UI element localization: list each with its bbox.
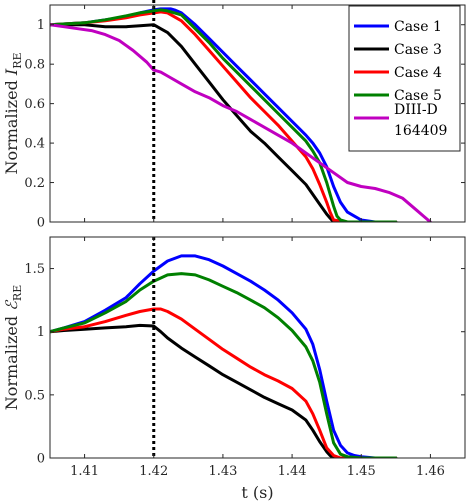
- legend-label: 164409: [394, 123, 447, 139]
- y-tick-label: 0.6: [24, 97, 45, 112]
- series-line-case-1: [50, 254, 398, 458]
- legend-label: Case 1: [394, 19, 442, 35]
- y-tick-label: 0: [37, 216, 45, 231]
- y-tick-label: 0.5: [24, 388, 45, 403]
- y-axis-label-symbol: ℰ: [2, 299, 21, 311]
- series-line-case-1: [50, 7, 398, 222]
- y-axis-label-text: Normalized: [2, 311, 21, 410]
- x-tick-label: 1.43: [208, 464, 237, 479]
- y-tick-label: 0.8: [24, 58, 45, 73]
- legend-label: DIII-D: [394, 102, 438, 118]
- axes-frame: [49, 236, 466, 459]
- x-tick-label: 1.42: [139, 464, 168, 479]
- y-axis-label: Normalized IRE: [2, 52, 24, 174]
- series-line-diii-d-164409: [50, 23, 432, 222]
- y-axis-label-text: Normalized: [2, 75, 21, 174]
- x-tick-label: 1.46: [416, 464, 445, 479]
- series-line-case-5: [50, 272, 398, 458]
- x-tick-label: 1.44: [278, 464, 307, 479]
- series-line-case-4: [50, 307, 398, 458]
- chart-panel-1: 0 0.2 0.4 0.6 0.8 1 Normalized IRE Case 1 Case 3…: [2, 0, 466, 231]
- legend-label: Case 5: [394, 88, 442, 104]
- y-tick-label: 1: [37, 325, 45, 340]
- y-tick-label: 1.5: [24, 262, 45, 277]
- y-tick-label: 0: [37, 452, 45, 467]
- y-axis-label-subscript: RE: [11, 285, 24, 301]
- x-axis-label: t (s): [241, 483, 273, 502]
- series-line-case-5: [50, 8, 398, 222]
- y-axis-label: Normalized ℰRE: [2, 285, 24, 410]
- x-tick-label: 1.45: [347, 464, 376, 479]
- y-tick-label: 0.4: [24, 137, 45, 152]
- x-tick-label: 1.41: [70, 464, 99, 479]
- series-line-case-3: [50, 323, 398, 458]
- y-tick-label: 1: [37, 18, 45, 33]
- y-axis-label-symbol: I: [2, 68, 21, 76]
- axes-frame: [49, 4, 466, 223]
- y-axis-label-subscript: RE: [11, 52, 24, 68]
- series-group: [50, 254, 398, 458]
- series-group: [50, 7, 432, 222]
- y-tick-label: 0.2: [24, 176, 45, 191]
- legend-box: [348, 5, 461, 152]
- legend-label: Case 3: [394, 42, 442, 58]
- legend-label: Case 4: [394, 65, 442, 81]
- chart-panel-2: 0 0.5 1 1.5 1.41 1.42 1.43 1.44 1.45 1.46 Normaliz…: [2, 236, 466, 502]
- series-line-case-4: [50, 10, 398, 222]
